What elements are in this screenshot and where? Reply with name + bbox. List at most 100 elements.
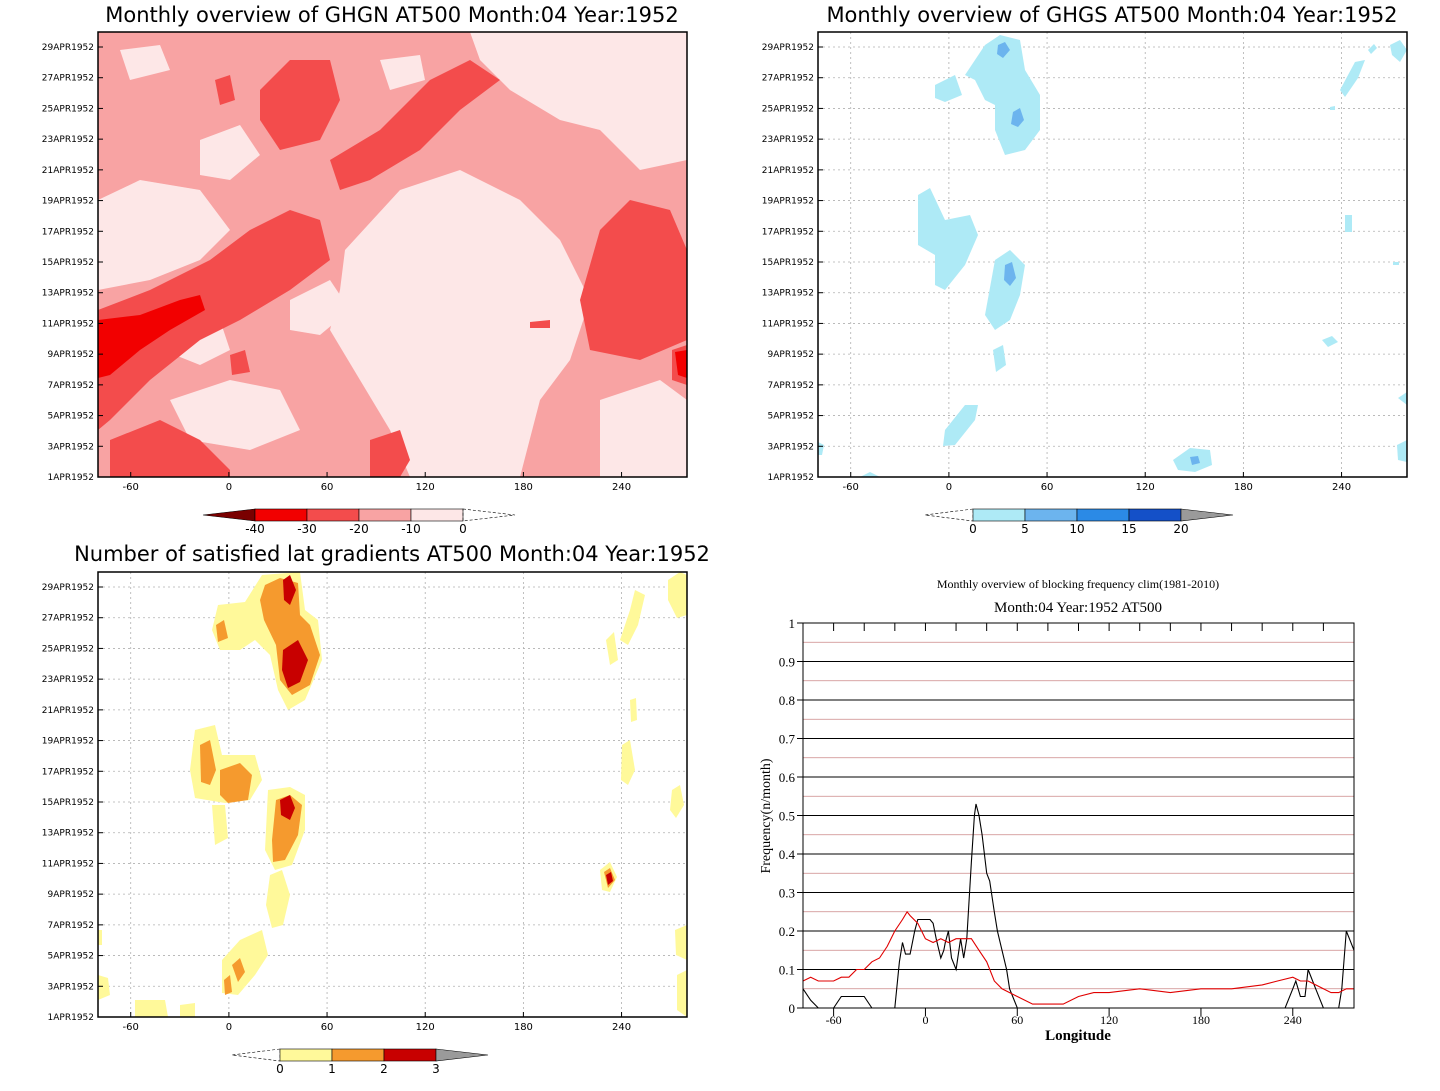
ghgn-light-region — [200, 125, 260, 180]
ghgn-light-region — [170, 380, 300, 450]
y-tick-label: 9APR1952 — [768, 350, 814, 360]
x-tick-label: 180 — [1192, 1013, 1210, 1027]
y-tick-label: 3APR1952 — [48, 982, 94, 992]
ghgn-light-region — [600, 380, 687, 477]
panel-blocking-frequency: Monthly overview of blocking frequency c… — [759, 577, 1355, 1044]
y-tick-label: 27APR1952 — [762, 74, 814, 84]
latgrad-grid — [98, 572, 687, 1017]
ghgn-plot-frame — [97, 31, 688, 478]
colorbar-tick-label: 20 — [1173, 522, 1188, 536]
colorbar-tick-label: 2 — [380, 1062, 388, 1076]
x-tick-label: 240 — [612, 1022, 631, 1033]
x-tick-label: 120 — [1136, 482, 1155, 493]
colorbar-tick-label: 3 — [432, 1062, 440, 1076]
ghgs-cyan-region — [1340, 60, 1365, 97]
ghgn-light-region — [98, 180, 230, 290]
panel-lat-gradients: Number of satisfied lat gradients AT500 … — [42, 542, 710, 1076]
y-tick-label: 0.8 — [779, 693, 795, 708]
ghgs-cyan-region — [1390, 40, 1407, 62]
y-tick-label: 21APR1952 — [42, 166, 94, 176]
y-tick-label: 17APR1952 — [762, 227, 814, 237]
y-tick-label: 1APR1952 — [768, 473, 814, 483]
y-tick-label: 23APR1952 — [42, 135, 94, 145]
blocking-ylabel: Frequency(n/month) — [759, 758, 774, 873]
y-tick-label: 11APR1952 — [42, 319, 94, 329]
y-tick-label: 9APR1952 — [48, 890, 94, 900]
latgrad-red-core — [606, 872, 613, 885]
y-tick-label: 5APR1952 — [48, 952, 94, 962]
y-tick-label: 19APR1952 — [42, 197, 94, 207]
ghgs-cyan-region — [860, 472, 880, 477]
colorbar-swatch — [1024, 508, 1078, 522]
latgrad-yellow-region — [606, 632, 618, 665]
latgrad-orange-region — [224, 975, 232, 995]
colorbar-swatch — [279, 1048, 333, 1062]
y-tick-label: 0.3 — [779, 886, 795, 901]
y-tick-label: 19APR1952 — [42, 737, 94, 747]
latgrad-colorbar: 0 1 2 3 — [231, 1048, 489, 1076]
latgrad-yellow-region — [222, 930, 268, 995]
colorbar-swatch — [383, 1048, 437, 1062]
y-tick-label: 21APR1952 — [762, 166, 814, 176]
x-tick-label: 60 — [321, 482, 334, 493]
x-tick-label: -60 — [123, 482, 139, 493]
x-tick-label: -60 — [826, 1013, 842, 1027]
y-tick-label: 1APR1952 — [48, 473, 94, 483]
ghgs-blue-core — [1004, 262, 1016, 286]
y-tick-label: 0.4 — [779, 847, 796, 862]
ghgs-axes: -60 0 60 120 180 240 1APR1952 3APR1952 5APR1952 7… — [762, 43, 1351, 493]
ghgs-cyan-region — [993, 345, 1006, 372]
x-tick-label: 240 — [612, 482, 631, 493]
ghgn-colorbar: -40 -30 -20 -10 0 — [202, 508, 516, 536]
ghgn-light-region — [380, 55, 425, 90]
ghgs-cyan-region — [818, 442, 824, 455]
colorbar-tick-label: 0 — [276, 1062, 284, 1076]
y-tick-label: 25APR1952 — [42, 644, 94, 654]
latgrad-plot-frame — [97, 571, 688, 1018]
latgrad-yellow-region — [212, 805, 228, 845]
ghgn-medium-region — [370, 430, 410, 477]
ghgn-medium-region — [98, 210, 330, 430]
ghgs-title: Monthly overview of GHGS AT500 Month:04 … — [826, 3, 1397, 27]
x-tick-label: 120 — [416, 1022, 435, 1033]
colorbar-tick-label: 15 — [1121, 522, 1136, 536]
y-tick-label: 23APR1952 — [762, 135, 814, 145]
colorbar-swatch — [972, 508, 1026, 522]
colorbar-swatch — [202, 508, 256, 522]
ghgn-medium-region — [215, 75, 235, 105]
latgrad-orange-region — [216, 620, 228, 642]
latgrad-yellow-region — [620, 590, 645, 645]
y-tick-label: 13APR1952 — [762, 289, 814, 299]
latgrad-orange-region — [232, 958, 245, 982]
y-tick-label: 29APR1952 — [762, 43, 814, 53]
x-tick-label: 0 — [226, 1022, 232, 1033]
latgrad-red-core — [283, 575, 296, 605]
x-tick-label: 120 — [416, 482, 435, 493]
colorbar-swatch — [306, 508, 360, 522]
blocking-subtitle: Month:04 Year:1952 AT500 — [994, 600, 1162, 616]
y-tick-label: 27APR1952 — [42, 614, 94, 624]
y-tick-label: 11APR1952 — [42, 859, 94, 869]
ghgn-light-region — [290, 280, 350, 335]
latgrad-yellow-region — [98, 930, 102, 945]
latgrad-red-core — [282, 640, 308, 688]
latgrad-yellow-region — [135, 1000, 168, 1017]
ghgs-cyan-region — [918, 188, 978, 290]
y-tick-label: 9APR1952 — [48, 350, 94, 360]
colorbar-tick-label: -30 — [297, 522, 317, 536]
y-tick-label: 15APR1952 — [762, 258, 814, 268]
x-tick-label: 0 — [946, 482, 952, 493]
latgrad-yellow-region — [670, 785, 684, 818]
y-tick-label: 0.1 — [779, 963, 795, 978]
x-tick-label: -60 — [843, 482, 859, 493]
ghgs-grid — [818, 32, 1407, 477]
colorbar-tick-label: 0 — [459, 522, 467, 536]
latgrad-yellow-region — [621, 740, 635, 785]
colorbar-open-end — [231, 1048, 281, 1062]
ghgn-axes: -60 0 60 120 180 240 1APR1952 3APR1952 5APR1952 7… — [42, 43, 631, 493]
x-tick-label: 180 — [514, 482, 533, 493]
y-tick-label: 13APR1952 — [42, 289, 94, 299]
y-tick-label: 1APR1952 — [48, 1013, 94, 1023]
colorbar-tick-label: 1 — [328, 1062, 336, 1076]
colorbar-tick-label: 5 — [1021, 522, 1029, 536]
